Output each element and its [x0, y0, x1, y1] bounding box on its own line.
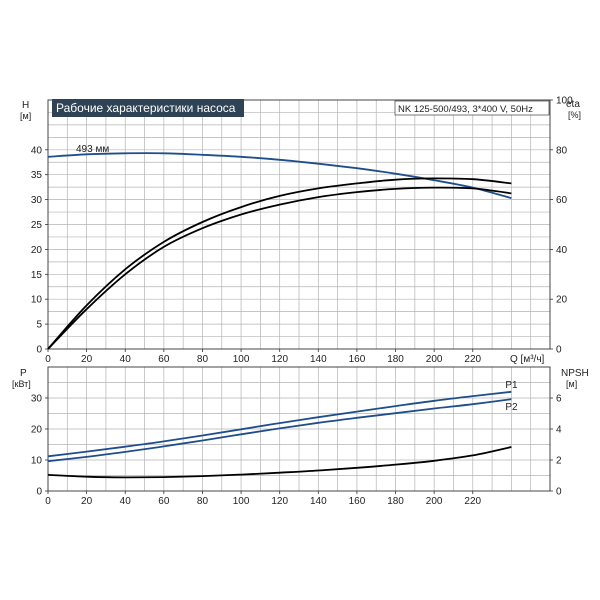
y-tick-label-right: 2 — [556, 456, 562, 467]
bottom-right-axis-unit: [м] — [566, 379, 577, 389]
y-tick-label-right: 80 — [556, 145, 568, 156]
x-tick-label: 140 — [310, 496, 327, 507]
top-chart-grid — [47, 99, 551, 350]
y-tick-label-right: 20 — [556, 295, 568, 306]
x-tick-label: 80 — [197, 496, 209, 507]
title-bar — [52, 99, 244, 117]
top-right-axis-unit: [%] — [568, 110, 581, 120]
head-curve — [47, 152, 512, 199]
power-p2-curve — [47, 398, 512, 463]
y-tick-label-right: 6 — [556, 394, 562, 405]
x-tick-label: 0 — [45, 496, 51, 507]
y-tick-label-left: 0 — [36, 487, 42, 498]
y-tick-label-right: 100 — [556, 96, 573, 107]
efficiency-curve-1 — [47, 177, 512, 350]
y-tick-label-right: 4 — [556, 425, 562, 436]
x-tick-label: 180 — [387, 496, 404, 507]
x-tick-label: 100 — [233, 354, 250, 365]
y-tick-label-left: 30 — [31, 195, 43, 206]
y-tick-label-left: 35 — [31, 170, 43, 181]
top-right-axis-label: eta — [566, 99, 580, 110]
x-tick-label: 0 — [45, 354, 51, 365]
x-tick-label: 60 — [158, 496, 170, 507]
y-tick-label-left: 0 — [36, 345, 42, 356]
x-tick-label: 160 — [349, 496, 366, 507]
x-tick-label: 60 — [158, 354, 170, 365]
x-tick-label: 200 — [426, 354, 443, 365]
efficiency-curve-2 — [47, 186, 512, 350]
x-tick-label: 100 — [233, 496, 250, 507]
x-tick-label: 20 — [81, 354, 93, 365]
x-tick-label: 220 — [464, 496, 481, 507]
top-left-axis-unit: [м] — [20, 111, 31, 121]
y-tick-label-left: 15 — [31, 270, 43, 281]
bottom-left-axis-label: P — [20, 368, 27, 379]
chart-marks — [47, 152, 512, 479]
x-tick-label: 40 — [120, 354, 132, 365]
y-tick-label-left: 40 — [31, 145, 43, 156]
bottom-left-axis-unit: [кВт] — [12, 379, 31, 389]
model-label: NK 125-500/493, 3*400 V, 50Hz — [398, 104, 533, 115]
y-tick-label-right: 0 — [556, 487, 562, 498]
y-tick-label-left: 25 — [31, 220, 43, 231]
y-tick-label-left: 20 — [31, 425, 43, 436]
head-curve-label: 493 мм — [76, 144, 109, 155]
model-box — [394, 100, 550, 116]
x-tick-label: 120 — [271, 354, 288, 365]
y-tick-label-right: 0 — [556, 345, 562, 356]
p1-curve-label: P1 — [505, 380, 518, 391]
y-tick-label-right: 40 — [556, 245, 568, 256]
npsh-curve — [47, 446, 512, 479]
y-tick-label-left: 10 — [31, 295, 43, 306]
p2-curve-label: P2 — [505, 402, 518, 413]
bottom-right-axis-label: NPSH — [561, 368, 589, 379]
y-tick-label-right: 60 — [556, 195, 568, 206]
x-tick-label: 120 — [271, 496, 288, 507]
x-tick-label: 200 — [426, 496, 443, 507]
y-tick-label-left: 10 — [31, 456, 43, 467]
x-tick-label: 140 — [310, 354, 327, 365]
y-tick-label-left: 5 — [36, 320, 42, 331]
y-tick-label-left: 20 — [31, 245, 43, 256]
x-tick-label: 160 — [349, 354, 366, 365]
x-axis-label-bg — [508, 352, 552, 365]
power-p1-curve — [47, 390, 512, 458]
x-tick-label: 20 — [81, 496, 93, 507]
x-tick-label: 180 — [387, 354, 404, 365]
x-axis-label: Q [м³/ч] — [510, 354, 545, 365]
x-tick-label: 220 — [464, 354, 481, 365]
top-left-axis-label: H — [22, 100, 29, 111]
chart-title: Рабочие характеристики насоса — [56, 101, 236, 115]
y-tick-label-left: 30 — [31, 394, 43, 405]
x-tick-label: 80 — [197, 354, 209, 365]
x-tick-label: 40 — [120, 496, 132, 507]
